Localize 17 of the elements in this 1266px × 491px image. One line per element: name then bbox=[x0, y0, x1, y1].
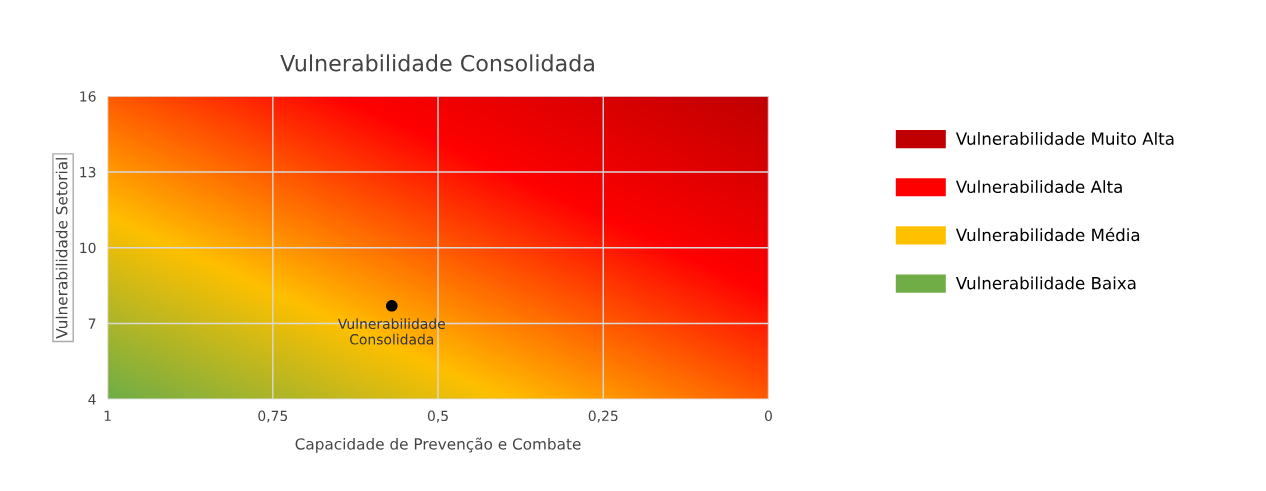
y-tick-label: 10 bbox=[80, 242, 96, 254]
y-axis-title: Vulnerabilidade Setorial bbox=[55, 158, 68, 339]
y-tick-label: 4 bbox=[88, 394, 96, 405]
x-tick-label: 1 bbox=[104, 410, 111, 421]
y-tick-label: 13 bbox=[80, 166, 96, 178]
x-tick-label: 0,75 bbox=[258, 410, 288, 423]
x-axis-title: Capacidade de Prevenção e Combate bbox=[295, 437, 581, 453]
legend-label: Vulnerabilidade Muito Alta bbox=[955, 132, 1174, 145]
legend-label: Vulnerabilidade Média bbox=[955, 227, 1140, 242]
y-tick-label: 7 bbox=[88, 318, 96, 329]
legend-label: Vulnerabilidade Baixa bbox=[955, 276, 1136, 290]
x-tick-label: 0 bbox=[764, 410, 772, 422]
legend-label: Vulnerabilidade Alta bbox=[955, 180, 1122, 194]
x-tick-label: 0,25 bbox=[588, 410, 618, 423]
chart-title: Vulnerabilidade Consolidada bbox=[280, 54, 594, 72]
y-tick-label: 16 bbox=[80, 91, 96, 102]
x-tick-label: 0,5 bbox=[427, 410, 448, 423]
